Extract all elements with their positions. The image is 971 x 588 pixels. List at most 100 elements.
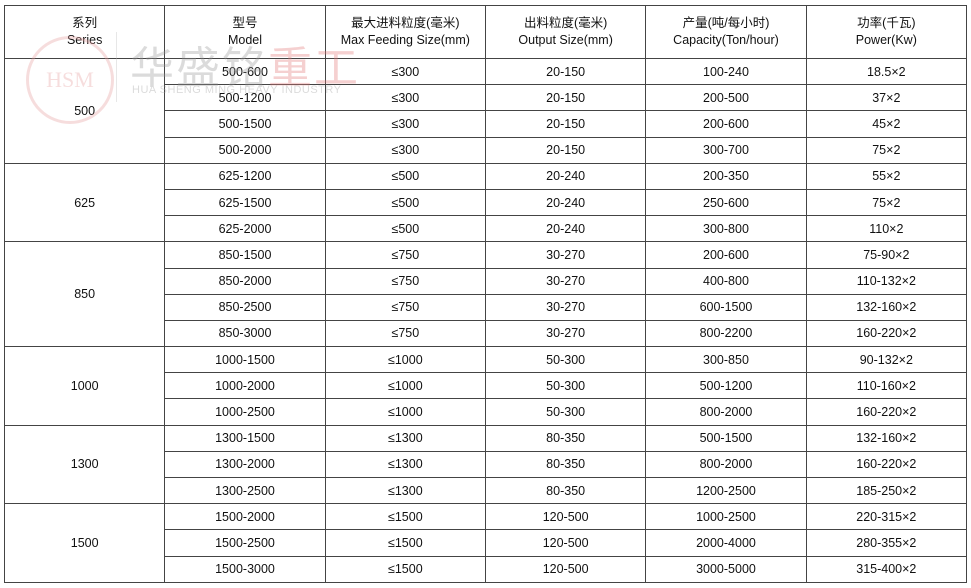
power-cell: 18.5×2 — [805, 57, 968, 86]
power-cell: 110-160×2 — [805, 372, 968, 400]
column-header-en: Output Size(mm) — [518, 33, 613, 47]
table-row: 500-2000 ≤300 20-150 300-700 75×2 — [5, 136, 968, 164]
power-cell: 75×2 — [805, 136, 968, 164]
table-row: 625-1500 ≤500 20-240 250-600 75×2 — [5, 188, 968, 217]
capacity-cell: 400-800 — [645, 267, 807, 295]
power-cell: 75×2 — [805, 188, 968, 217]
column-header: 出料粒度(毫米) Output Size(mm) — [484, 5, 647, 59]
model-cell: 850-2500 — [164, 293, 326, 321]
capacity-cell: 500-1200 — [645, 372, 807, 400]
model-cell: 500-1200 — [164, 84, 326, 112]
max-feed-cell: ≤1300 — [324, 424, 486, 452]
capacity-cell: 1200-2500 — [645, 476, 807, 505]
model-cell: 850-2000 — [164, 267, 326, 295]
column-header: 最大进料粒度(毫米) Max Feeding Size(mm) — [324, 5, 486, 59]
model-cell: 1500-2500 — [164, 529, 326, 557]
max-feed-cell: ≤500 — [324, 162, 486, 190]
series-cell: 1000 — [3, 346, 166, 426]
table-row: 1500-3000 ≤1500 120-500 3000-5000 315-400×2 — [5, 555, 968, 583]
series-cell: 1500 — [3, 503, 166, 583]
series-cell: 500 — [3, 58, 166, 164]
power-cell: 160-220×2 — [805, 450, 968, 479]
output-size-cell: 30-270 — [484, 267, 647, 295]
model-cell: 1300-2500 — [164, 476, 326, 505]
table-row: 1500 1500-2000 ≤1500 120-500 1000-2500 220-31… — [3, 503, 968, 583]
max-feed-cell: ≤300 — [324, 84, 486, 112]
output-size-cell: 20-240 — [484, 215, 647, 243]
max-feed-cell: ≤750 — [324, 293, 486, 321]
output-size-cell: 20-150 — [484, 110, 647, 138]
table-row: 850 850-1500 ≤750 30-270 200-600 75-90×2 — [3, 241, 968, 348]
capacity-cell: 3000-5000 — [645, 555, 807, 583]
capacity-cell: 800-2000 — [645, 398, 807, 426]
table-row: 1000-2500 ≤1000 50-300 800-2000 160-220×2 — [5, 398, 968, 426]
power-cell: 132-160×2 — [805, 424, 968, 452]
capacity-cell: 800-2000 — [645, 450, 807, 479]
power-cell: 280-355×2 — [805, 529, 968, 557]
column-header-en: Max Feeding Size(mm) — [340, 33, 470, 47]
table-row: 625 625-1200 ≤500 20-240 200-350 55×2 — [3, 162, 968, 243]
max-feed-cell: ≤1000 — [324, 346, 486, 374]
model-cell: 1300-2000 — [164, 450, 326, 479]
max-feed-cell: ≤500 — [324, 215, 486, 243]
max-feed-cell: ≤300 — [324, 136, 486, 164]
power-cell: 75-90×2 — [805, 241, 968, 269]
column-header-cn: 系列 — [72, 16, 98, 30]
table-row: 1000-2000 ≤1000 50-300 500-1200 110-160×2 — [5, 372, 968, 400]
column-header-en: Series — [66, 33, 103, 47]
table-row: 500-1500 ≤300 20-150 200-600 45×2 — [5, 110, 968, 138]
output-size-cell: 20-150 — [484, 84, 647, 112]
output-size-cell: 80-350 — [484, 476, 647, 505]
capacity-cell: 300-800 — [645, 215, 807, 243]
column-header-cn: 型号 — [232, 16, 258, 30]
model-cell: 500-2000 — [164, 136, 326, 164]
column-header-en: Model — [227, 33, 263, 47]
power-cell: 315-400×2 — [805, 555, 968, 583]
output-size-cell: 30-270 — [484, 241, 647, 269]
capacity-cell: 2000-4000 — [645, 529, 807, 557]
model-cell: 1500-3000 — [164, 555, 326, 583]
column-header: 产量(吨/每小时) Capacity(Ton/hour) — [645, 5, 807, 59]
max-feed-cell: ≤1000 — [324, 398, 486, 426]
model-cell: 625-1200 — [164, 162, 326, 190]
table-row: 1300 1300-1500 ≤1300 80-350 500-1500 132-160×… — [3, 424, 968, 505]
table-row: 1000 1000-1500 ≤1000 50-300 300-850 90-132×2 — [3, 346, 968, 426]
power-cell: 160-220×2 — [805, 398, 968, 426]
series-cell: 625 — [3, 162, 166, 243]
column-header-cn: 功率(千瓦) — [857, 16, 916, 30]
power-cell: 110×2 — [805, 215, 968, 243]
power-cell: 55×2 — [805, 162, 968, 190]
max-feed-cell: ≤1500 — [324, 529, 486, 557]
column-header: 功率(千瓦) Power(Kw) — [805, 5, 968, 59]
power-cell: 90-132×2 — [805, 346, 968, 374]
max-feed-cell: ≤300 — [324, 57, 486, 86]
capacity-cell: 200-600 — [645, 241, 807, 269]
table-row: 850-2000 ≤750 30-270 400-800 110-132×2 — [5, 267, 968, 295]
max-feed-cell: ≤1000 — [324, 372, 486, 400]
capacity-cell: 600-1500 — [645, 293, 807, 321]
power-cell: 110-132×2 — [805, 267, 968, 295]
power-cell: 220-315×2 — [805, 503, 968, 531]
max-feed-cell: ≤750 — [324, 319, 486, 348]
output-size-cell: 20-150 — [484, 57, 647, 86]
model-cell: 1300-1500 — [164, 424, 326, 452]
output-size-cell: 30-270 — [484, 319, 647, 348]
model-cell: 1000-1500 — [164, 346, 326, 374]
model-cell: 625-2000 — [164, 215, 326, 243]
max-feed-cell: ≤1300 — [324, 450, 486, 479]
model-cell: 625-1500 — [164, 188, 326, 217]
capacity-cell: 300-850 — [645, 346, 807, 374]
power-cell: 185-250×2 — [805, 476, 968, 505]
model-cell: 850-3000 — [164, 319, 326, 348]
output-size-cell: 80-350 — [484, 424, 647, 452]
output-size-cell: 20-240 — [484, 162, 647, 190]
series-cell: 1300 — [3, 424, 166, 505]
spec-table: 系列 Series 型号 Model 最大进料粒度(毫米) Max Feeding Siz… — [3, 5, 968, 583]
table-row: 1500-2500 ≤1500 120-500 2000-4000 280-355×2 — [5, 529, 968, 557]
power-cell: 160-220×2 — [805, 319, 968, 348]
capacity-cell: 200-350 — [645, 162, 807, 190]
column-header-en: Capacity(Ton/hour) — [673, 33, 779, 47]
max-feed-cell: ≤1500 — [324, 503, 486, 531]
model-cell: 1000-2000 — [164, 372, 326, 400]
column-header: 系列 Series — [3, 5, 166, 59]
